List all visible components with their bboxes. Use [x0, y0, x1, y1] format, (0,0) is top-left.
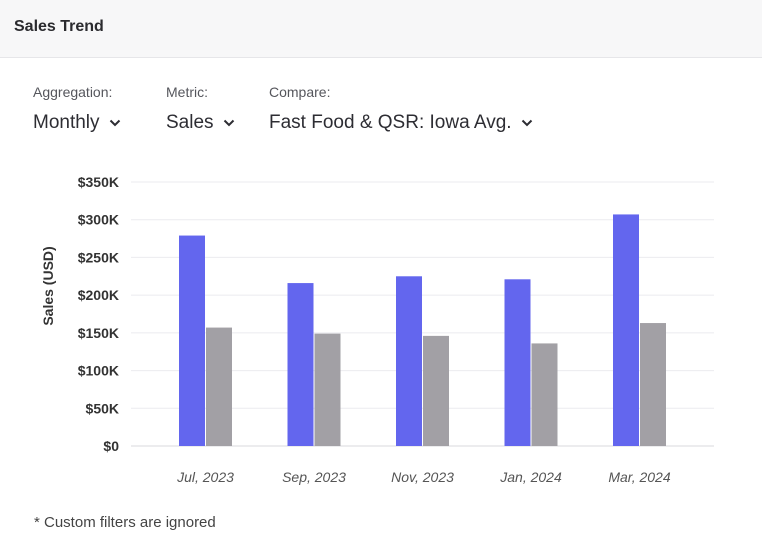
bar-compare [640, 323, 666, 446]
y-tick-label: $50K [86, 400, 119, 416]
bar-compare [531, 343, 558, 446]
chevron-down-icon [109, 119, 120, 127]
compare-value: Fast Food & QSR: Iowa Avg. [269, 112, 512, 133]
panel-header: Sales Trend [0, 0, 762, 58]
x-tick-label: Mar, 2024 [608, 469, 670, 485]
x-axis-ticks: Jul, 2023 Sep, 2023 Nov, 2023 Jan, 2024 Mar,… [176, 469, 671, 485]
bar-sales [504, 279, 531, 446]
y-tick-label: $0 [103, 438, 119, 454]
bar-sales [287, 283, 314, 446]
aggregation-value: Monthly [33, 112, 100, 133]
y-axis-ticks: $0 $50K $100K $150K $200K $250K $300K $350K [78, 174, 119, 454]
metric-label: Metric: [166, 84, 208, 100]
compare-select[interactable]: Fast Food & QSR: Iowa Avg. [269, 112, 533, 134]
y-tick-label: $250K [78, 249, 119, 265]
y-axis-label: Sales (USD) [40, 246, 56, 325]
metric-value: Sales [166, 112, 214, 133]
bar-compare [206, 327, 232, 446]
bar-sales [396, 276, 422, 446]
x-tick-label: Jul, 2023 [176, 469, 234, 485]
footnote: * Custom filters are ignored [34, 514, 216, 531]
x-tick-label: Jan, 2024 [499, 469, 562, 485]
chevron-down-icon [521, 119, 532, 127]
aggregation-dropdown[interactable]: Aggregation: Monthly [33, 84, 121, 134]
x-tick-label: Nov, 2023 [391, 469, 454, 485]
aggregation-label: Aggregation: [33, 84, 113, 100]
y-tick-label: $300K [78, 212, 119, 228]
bar-compare [314, 333, 341, 446]
x-tick-label: Sep, 2023 [282, 469, 346, 485]
panel-title: Sales Trend [14, 18, 104, 35]
metric-select[interactable]: Sales [166, 112, 235, 134]
bar-compare [423, 335, 449, 446]
bar-sales [179, 235, 205, 446]
chevron-down-icon [223, 119, 234, 127]
metric-dropdown[interactable]: Metric: Sales [166, 84, 235, 134]
y-tick-label: $200K [78, 287, 119, 303]
y-tick-label: $150K [78, 325, 119, 341]
compare-label: Compare: [269, 84, 331, 100]
y-tick-label: $350K [78, 174, 119, 190]
aggregation-select[interactable]: Monthly [33, 112, 121, 134]
bars [179, 214, 666, 446]
sales-bar-chart: $0 $50K $100K $150K $200K $250K $300K $350K Sal… [40, 174, 714, 485]
bar-sales [613, 214, 639, 446]
y-tick-label: $100K [78, 363, 119, 379]
compare-dropdown[interactable]: Compare: Fast Food & QSR: Iowa Avg. [269, 84, 533, 134]
